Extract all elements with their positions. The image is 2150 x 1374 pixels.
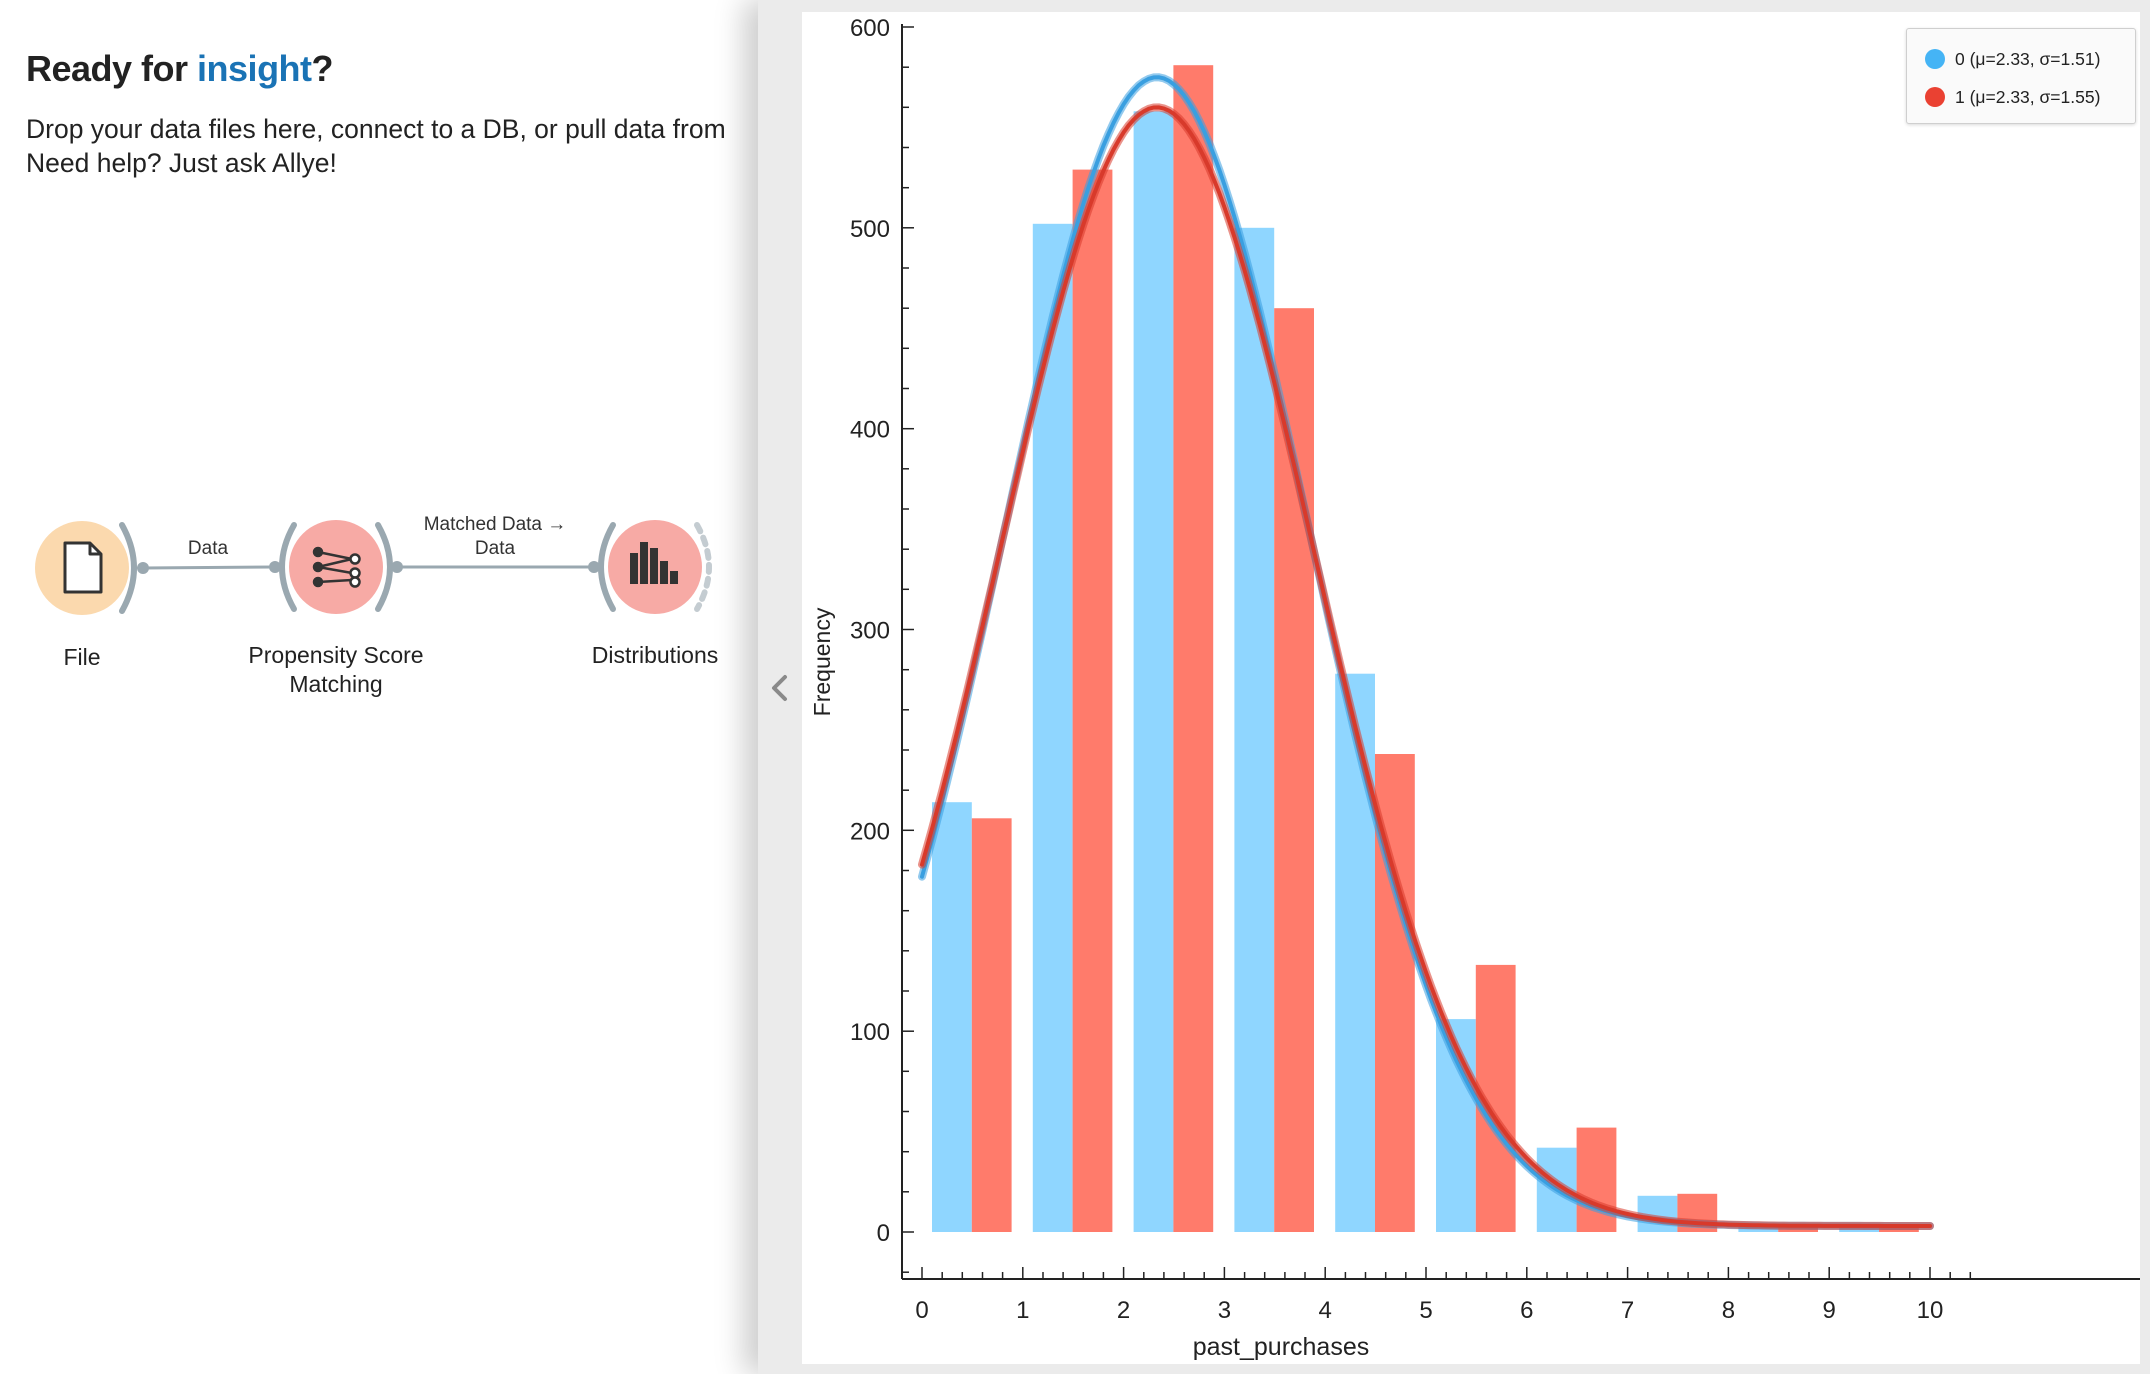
x-tick-label-7: 7 [1621,1297,1634,1324]
welcome-canvas: Ready for insight? Drop your data files … [0,0,760,1374]
workflow-canvas: Data Matched Data → Data File Propensity… [0,480,760,740]
axes-group: 0 100 200 300 400 500 600 0 1 2 3 4 5 6 7 8 9 10 [850,15,2140,1324]
link-label-matched-data: Matched Data → Data [400,513,590,561]
bar-series1-x1 [1072,169,1113,1233]
legend-item-0[interactable]: 0 (μ=2.33, σ=1.51) [1925,44,2100,74]
histogram-icon [630,542,678,584]
x-tick-label-9: 9 [1823,1297,1836,1324]
node-label-psm-line2: Matching [289,671,383,697]
bar-series0-x4 [1335,673,1375,1232]
node-label-psm-line1: Propensity Score [248,642,424,668]
file-icon [63,541,103,594]
x-tick-label-6: 6 [1520,1297,1533,1324]
legend[interactable]: 0 (μ=2.33, σ=1.51) 1 (μ=2.33, σ=1.55) [1906,28,2136,124]
fit-curve-series1 [920,105,1932,1228]
collapse-panel-button[interactable] [766,668,792,708]
node-label-file: File [63,644,101,670]
x-tick-label-3: 3 [1218,1297,1231,1324]
link-label-matched-data-line1: Matched Data → [423,514,567,535]
welcome-line-1: Drop your data files here, connect to a … [26,114,726,144]
x-tick-label-2: 2 [1117,1297,1130,1324]
y-tick-label-200: 200 [850,818,890,845]
welcome-title-suffix: ? [311,48,334,89]
legend-dot-0 [1925,49,1945,69]
x-tick-label-10: 10 [1917,1297,1944,1324]
y-tick-label-600: 600 [850,15,890,42]
node-label-propensity-score-matching: Propensity Score Matching [216,641,456,699]
x-tick-label-4: 4 [1319,1297,1332,1324]
legend-dot-1 [1925,87,1945,107]
legend-label-1: 1 (μ=2.33, σ=1.55) [1955,86,2101,107]
welcome-text: Drop your data files here, connect to a … [26,112,726,180]
workflow-link-matched-data[interactable] [391,561,600,573]
bar-series1-x2 [1173,65,1214,1233]
legend-item-1[interactable]: 1 (μ=2.33, σ=1.55) [1925,82,2100,112]
propensity-matching-icon [312,546,361,588]
x-tick-label-8: 8 [1722,1297,1735,1324]
x-axis-label: past_purchases [1193,1333,1370,1361]
bar-series0-x0 [932,802,972,1232]
workflow-graph [35,520,712,615]
y-tick-label-500: 500 [850,216,890,243]
bar-series0-x3 [1234,227,1275,1233]
y-tick-label-300: 300 [850,618,890,645]
link-label-matched-data-line2: Data [474,538,516,559]
welcome-title-accent: insight [197,48,312,89]
legend-label-0: 0 (μ=2.33, σ=1.51) [1955,48,2101,69]
y-tick-label-0: 0 [877,1220,890,1247]
y-tick-label-100: 100 [850,1019,890,1046]
node-propensity-score-matching[interactable] [279,520,393,614]
bars-group [932,65,1919,1233]
chevron-left-icon [772,675,787,701]
node-file[interactable] [35,521,137,615]
workflow-link-data[interactable] [137,561,281,574]
distributions-widget-panel: 0 100 200 300 400 500 600 0 1 2 3 4 5 6 7 8 9 10 past_pur… [758,0,2150,1374]
welcome-title-prefix: Ready for [26,48,198,89]
link-label-data: Data [187,538,229,559]
node-label-distributions: Distributions [591,642,719,668]
x-tick-label-1: 1 [1016,1297,1029,1324]
node-distributions[interactable] [598,520,712,614]
y-axis-label: Frequency [809,607,835,716]
x-tick-label-5: 5 [1419,1297,1432,1324]
fit-curves-group [918,73,1934,1230]
bar-series0-x9 [1839,1228,1879,1232]
bar-series0-x2 [1133,111,1174,1232]
distribution-plot[interactable]: 0 100 200 300 400 500 600 0 1 2 3 4 5 6 7 8 9 10 past_pur… [802,12,2140,1364]
y-tick-label-400: 400 [850,417,890,444]
welcome-line-2: Need help? Just ask Allye! [26,148,337,178]
histogram-chart[interactable]: 0 100 200 300 400 500 600 0 1 2 3 4 5 6 7 8 9 10 past_pur… [802,12,2140,1364]
bar-series1-x0 [971,818,1012,1232]
x-tick-label-0: 0 [915,1297,928,1324]
welcome-title: Ready for insight? [26,48,334,90]
